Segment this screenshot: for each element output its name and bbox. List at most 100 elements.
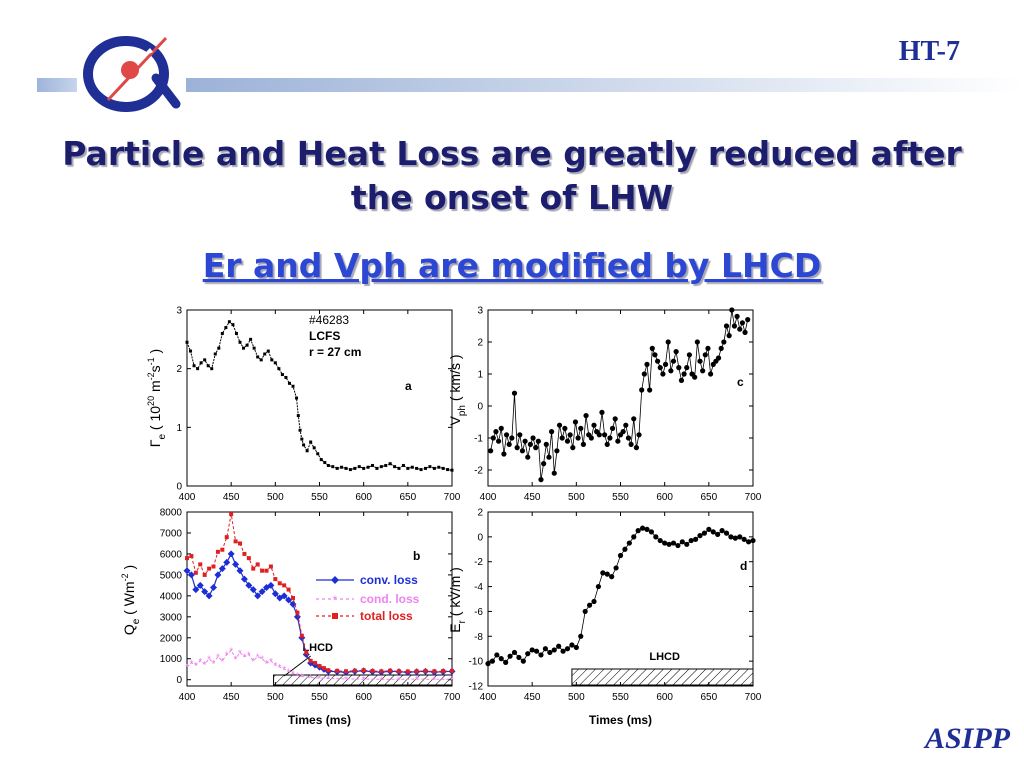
data-point bbox=[556, 422, 563, 428]
data-point bbox=[249, 337, 253, 341]
data-point bbox=[708, 371, 714, 377]
institute-logo bbox=[83, 36, 181, 112]
data-point bbox=[393, 465, 397, 469]
data-point bbox=[583, 413, 589, 419]
data-point bbox=[617, 552, 624, 559]
conv-point bbox=[223, 558, 231, 566]
data-point bbox=[415, 466, 419, 470]
total-point bbox=[388, 668, 393, 673]
data-point bbox=[516, 654, 522, 661]
data-point bbox=[734, 313, 740, 319]
y-tick-label: 3 bbox=[477, 306, 483, 317]
ylabel-sub: ph bbox=[457, 405, 468, 416]
data-point bbox=[357, 465, 361, 469]
data-point bbox=[335, 466, 339, 470]
data-point bbox=[613, 565, 619, 571]
total-point bbox=[215, 549, 220, 554]
data-point bbox=[595, 583, 602, 590]
data-point bbox=[506, 441, 512, 447]
data-point bbox=[609, 574, 615, 580]
data-point bbox=[535, 438, 541, 444]
total-point bbox=[193, 570, 198, 575]
total-point bbox=[282, 583, 287, 588]
y-tick-label: 2 bbox=[176, 364, 182, 375]
data-point bbox=[572, 419, 579, 425]
data-point bbox=[252, 346, 256, 350]
cond-point: * bbox=[234, 655, 238, 666]
data-point bbox=[546, 454, 552, 460]
data-point bbox=[554, 448, 560, 454]
data-point bbox=[533, 445, 539, 451]
x-tick-label: 650 bbox=[700, 492, 717, 503]
data-point bbox=[647, 387, 653, 393]
conv-point bbox=[187, 571, 195, 579]
data-point bbox=[662, 361, 669, 367]
y-tick-label: -2 bbox=[474, 466, 483, 477]
lhcd-band bbox=[273, 674, 453, 686]
data-point bbox=[291, 384, 295, 388]
data-point bbox=[498, 425, 504, 431]
total-point bbox=[224, 535, 229, 540]
data-point bbox=[344, 466, 348, 470]
y-tick-label: 2 bbox=[477, 508, 483, 519]
data-point bbox=[697, 533, 703, 539]
cond-point: * bbox=[450, 675, 454, 686]
chart-panel-a: 400 450 500 550 600 650 700 0 1 2 3 #46283 LCFS r = 2… bbox=[146, 306, 461, 504]
ht7-badge: HT-7 bbox=[898, 36, 960, 67]
data-point bbox=[644, 361, 650, 367]
y-axis-label: Er ( kV/m ) bbox=[447, 567, 468, 633]
data-point bbox=[750, 537, 756, 544]
cond-point: * bbox=[212, 659, 216, 670]
series-line bbox=[490, 309, 749, 480]
data-point bbox=[657, 365, 663, 371]
data-point bbox=[567, 432, 573, 438]
data-point bbox=[446, 468, 450, 472]
x-tick-label: 700 bbox=[745, 492, 762, 503]
data-point bbox=[490, 435, 496, 441]
data-point bbox=[519, 448, 526, 454]
data-point bbox=[620, 429, 626, 435]
data-point bbox=[312, 446, 316, 450]
panel-letter: b bbox=[413, 549, 420, 563]
cond-point: * bbox=[291, 669, 295, 680]
ylabel-part: V bbox=[447, 416, 463, 426]
conv-point bbox=[183, 567, 191, 575]
conv-point bbox=[218, 565, 226, 573]
data-point bbox=[533, 648, 540, 654]
data-point bbox=[509, 435, 515, 441]
data-point bbox=[196, 367, 200, 371]
data-point bbox=[573, 644, 579, 651]
total-point bbox=[352, 668, 357, 673]
data-point bbox=[623, 422, 629, 428]
cond-point: * bbox=[216, 653, 220, 664]
data-point bbox=[494, 652, 500, 658]
data-point bbox=[551, 470, 557, 476]
cond-point: * bbox=[256, 653, 260, 664]
data-point bbox=[710, 529, 716, 535]
cond-point: * bbox=[318, 674, 322, 685]
y-tick-label: 1 bbox=[477, 370, 483, 381]
data-point bbox=[719, 528, 725, 534]
chart-panel-b: 400 450 500 550 600 650 7000100020003000400050… bbox=[120, 508, 461, 728]
data-point bbox=[636, 432, 642, 438]
data-point bbox=[559, 435, 565, 441]
total-point bbox=[441, 669, 446, 674]
data-point bbox=[599, 409, 605, 415]
ylabel-sup: -1 bbox=[146, 357, 156, 365]
cond-point: * bbox=[326, 674, 330, 685]
data-point bbox=[514, 445, 520, 451]
y-tick-label: 4000 bbox=[160, 591, 183, 602]
data-point bbox=[626, 540, 632, 546]
total-point bbox=[268, 564, 273, 569]
data-point bbox=[388, 462, 392, 466]
cond-point: * bbox=[273, 661, 277, 672]
asipp-logo-text: ASIPP bbox=[924, 722, 1010, 755]
y-tick-label: 0 bbox=[176, 482, 182, 493]
data-point bbox=[529, 647, 535, 653]
total-point bbox=[344, 669, 348, 674]
total-point bbox=[185, 556, 189, 561]
data-point bbox=[578, 633, 584, 639]
data-point bbox=[665, 339, 671, 345]
y-tick-label: 1 bbox=[176, 423, 182, 434]
data-point bbox=[485, 661, 491, 667]
